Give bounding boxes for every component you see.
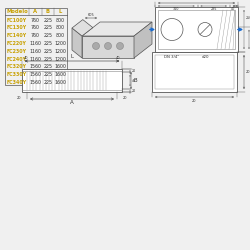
Text: FC230Y: FC230Y (7, 49, 27, 54)
Circle shape (116, 42, 123, 50)
Text: 605: 605 (88, 12, 94, 16)
Circle shape (92, 42, 100, 50)
Text: 1200: 1200 (54, 41, 66, 46)
Circle shape (161, 18, 183, 40)
Text: 1560: 1560 (30, 72, 42, 77)
Text: 800: 800 (56, 33, 65, 38)
Text: B: B (133, 78, 136, 83)
Circle shape (104, 42, 112, 50)
Text: 760: 760 (31, 33, 40, 38)
Bar (152, 52, 237, 92)
Text: 225: 225 (44, 49, 52, 54)
Text: B: B (46, 9, 50, 14)
Text: 605: 605 (193, 0, 200, 1)
Text: 225: 225 (44, 80, 52, 85)
Text: 225: 225 (44, 25, 52, 30)
Text: FC320Y: FC320Y (7, 64, 27, 69)
Circle shape (198, 22, 212, 36)
Text: 20: 20 (132, 68, 136, 72)
Text: 1160: 1160 (30, 56, 42, 62)
Text: FC220Y: FC220Y (7, 41, 27, 46)
Text: DN 3/4": DN 3/4" (164, 55, 180, 59)
Text: 46: 46 (132, 78, 136, 82)
Text: 225: 225 (44, 41, 52, 46)
Bar (82, 36, 134, 58)
Text: 1560: 1560 (30, 64, 42, 69)
Text: 40: 40 (230, 7, 235, 11)
Text: 20: 20 (16, 96, 21, 100)
Text: FC340Y: FC340Y (7, 80, 27, 85)
Text: A: A (34, 9, 38, 14)
Bar (158, 10, 235, 49)
Text: 1600: 1600 (54, 80, 66, 85)
Text: 235: 235 (210, 7, 217, 11)
Polygon shape (72, 20, 93, 36)
Bar (5, 8, 67, 85)
Text: 1600: 1600 (54, 72, 66, 77)
Text: FC130Y: FC130Y (7, 25, 27, 30)
Text: 250: 250 (246, 16, 250, 20)
Text: 1160: 1160 (30, 49, 42, 54)
Text: 800: 800 (56, 18, 65, 22)
Text: 1200: 1200 (54, 56, 66, 62)
Polygon shape (134, 22, 152, 58)
Text: 20: 20 (132, 88, 136, 92)
Text: 1160: 1160 (30, 41, 42, 46)
Text: d20: d20 (201, 55, 209, 59)
Text: 1200: 1200 (54, 49, 66, 54)
Text: 1560: 1560 (30, 80, 42, 85)
Text: 20: 20 (192, 98, 197, 102)
Text: 200: 200 (246, 70, 250, 74)
Text: 40: 40 (24, 56, 28, 60)
Text: 40: 40 (116, 56, 120, 60)
Text: 225: 225 (44, 33, 52, 38)
Text: 225: 225 (44, 64, 52, 69)
Text: L: L (59, 9, 62, 14)
Text: 760: 760 (31, 25, 40, 30)
Text: 225: 225 (44, 18, 52, 22)
Text: 1600: 1600 (54, 64, 66, 69)
Bar (155, 55, 234, 89)
Text: 800: 800 (56, 25, 65, 30)
Text: 310: 310 (173, 7, 180, 11)
Text: Modelo: Modelo (6, 9, 28, 14)
Bar (155, 7, 238, 52)
Text: FC100Y: FC100Y (7, 18, 27, 22)
Text: 225: 225 (44, 72, 52, 77)
Text: FC140Y: FC140Y (7, 33, 27, 38)
Text: FC330Y: FC330Y (7, 72, 27, 77)
Bar (22, 69, 122, 92)
Text: FC240Y: FC240Y (7, 56, 27, 62)
Text: 20: 20 (123, 96, 128, 100)
Polygon shape (82, 22, 152, 36)
Text: 225: 225 (44, 56, 52, 62)
Text: L: L (70, 54, 74, 60)
Text: A: A (70, 100, 74, 105)
Text: 760: 760 (31, 18, 40, 22)
Polygon shape (72, 28, 82, 58)
